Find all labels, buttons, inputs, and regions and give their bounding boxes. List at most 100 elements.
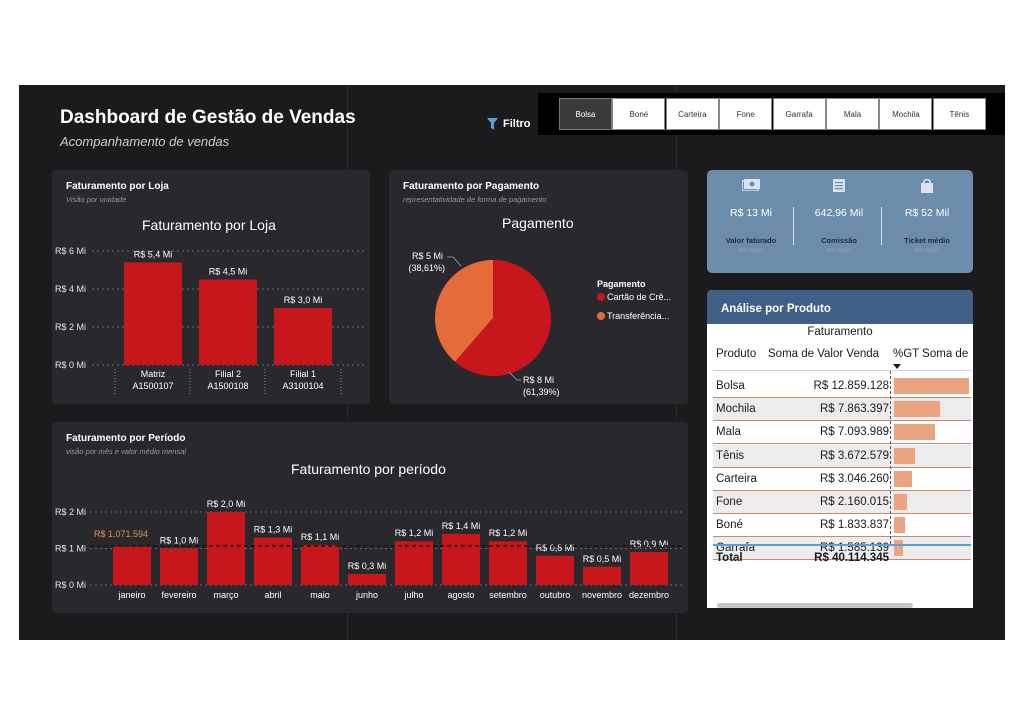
- bar[interactable]: [583, 566, 621, 585]
- bar-data-label: R$ 3,0 Mi: [284, 295, 323, 305]
- x-tick-label: outubro: [540, 590, 571, 600]
- period-bar-chart: R$ 0 Mi R$ 1 Mi R$ 2 Mi janeiro R$ 1,0 Mi fev…: [55, 499, 684, 600]
- card-faturamento-loja: Faturamento por Loja Visão por unidade F…: [52, 170, 370, 404]
- product-name: Boné: [716, 519, 743, 532]
- product-name: Fone: [716, 496, 743, 508]
- product-table: Faturamento Produto Soma de Valor Venda …: [709, 324, 971, 608]
- total-label: Total: [716, 552, 743, 564]
- table-row[interactable]: Boné R$ 1.833.837: [713, 514, 971, 538]
- document-icon: [833, 179, 845, 192]
- column-header-valor-venda[interactable]: Soma de Valor Venda: [768, 348, 880, 360]
- slicer-option[interactable]: Carteira: [665, 98, 719, 130]
- slicer-option[interactable]: Garrafa: [772, 98, 826, 130]
- bar[interactable]: [199, 279, 257, 366]
- table-row[interactable]: Mochila R$ 7.863.397: [713, 398, 971, 422]
- y-tick-label: R$ 4 Mi: [55, 284, 86, 294]
- leader-line: [447, 256, 462, 267]
- bar[interactable]: [113, 546, 151, 585]
- table-row[interactable]: Tênis R$ 3.672.579: [713, 444, 971, 468]
- slicer-option[interactable]: Tênis: [932, 98, 986, 130]
- bar-data-label: R$ 1,2 Mi: [489, 528, 528, 538]
- percent-data-bar: [894, 401, 940, 418]
- bar[interactable]: [274, 308, 332, 365]
- pie-slice[interactable]: [435, 260, 493, 362]
- pie-data-label: R$ 8 Mi: [523, 375, 554, 385]
- bar[interactable]: [254, 537, 292, 585]
- x-tick-label: novembro: [582, 590, 622, 600]
- kpi-label: Comissão: [821, 236, 857, 245]
- card-subtitle: representatividade de forma de pagamento: [403, 195, 547, 204]
- pie-slice[interactable]: [454, 260, 551, 376]
- x-tick-label: Filial 1: [290, 369, 316, 379]
- horizontal-scrollbar[interactable]: [717, 603, 913, 608]
- legend-label[interactable]: Transferência...: [607, 311, 669, 321]
- column-header-percent-gt[interactable]: %GT Soma de: [893, 348, 969, 360]
- bar[interactable]: [160, 548, 198, 586]
- bar-data-label: R$ 2,0 Mi: [207, 499, 246, 509]
- slicer-option[interactable]: Boné: [612, 98, 666, 130]
- bar-data-label: R$ 0,8 Mi: [536, 543, 575, 553]
- card-title: Faturamento por Período: [66, 433, 186, 444]
- kpi-unit: em reais: [826, 247, 852, 254]
- bar-data-label: R$ 1,3 Mi: [254, 525, 293, 535]
- kpi-divider: [881, 207, 882, 245]
- bar-data-label: R$ 0,5 Mi: [583, 554, 622, 564]
- percent-data-bar: [894, 517, 905, 534]
- card-analise-produto: Análise por Produto Faturamento Produto …: [707, 290, 973, 608]
- legend-marker[interactable]: [597, 312, 605, 320]
- slicer-option[interactable]: Mochila: [879, 98, 933, 130]
- bar[interactable]: [301, 544, 339, 585]
- card-faturamento-periodo: Faturamento por Período visão por mês e …: [52, 422, 688, 613]
- bar[interactable]: [124, 262, 182, 365]
- page-subtitle: Acompanhamento de vendas: [60, 134, 230, 149]
- legend-label[interactable]: Cartão de Crê...: [607, 292, 671, 302]
- pie-percent-label: (38,61%): [408, 263, 445, 273]
- x-tick-label: maio: [310, 590, 330, 600]
- y-tick-label: R$ 6 Mi: [55, 246, 86, 256]
- bar[interactable]: [536, 555, 574, 585]
- dashboard-canvas: Dashboard de Gestão de Vendas Acompanham…: [19, 85, 1005, 640]
- product-name: Carteira: [716, 472, 757, 485]
- card-subtitle: Visão por unidade: [66, 195, 127, 204]
- card-title: Análise por Produto: [721, 303, 831, 315]
- bar[interactable]: [207, 512, 245, 585]
- y-tick-label: R$ 1 Mi: [55, 544, 86, 554]
- product-name: Mala: [716, 426, 741, 439]
- table-row[interactable]: Bolsa R$ 12.859.128: [713, 375, 971, 398]
- product-value: R$ 2.160.015: [819, 496, 889, 508]
- y-tick-label: R$ 2 Mi: [55, 322, 86, 332]
- slicer-option[interactable]: Fone: [719, 98, 773, 130]
- x-tick-label: abril: [264, 590, 281, 600]
- bar[interactable]: [348, 574, 386, 585]
- kpi-label: Ticket médio: [904, 236, 950, 245]
- store-bar-chart: R$ 0 Mi R$ 2 Mi R$ 4 Mi R$ 6 Mi R$ 5,4 Mi Mat…: [55, 246, 364, 395]
- table-row[interactable]: Carteira R$ 3.046.260: [713, 468, 971, 491]
- kpi-comissao: 642,96 Mil Comissão em reais: [795, 170, 883, 273]
- header-divider: [713, 370, 971, 371]
- legend-title: Pagamento: [597, 279, 646, 289]
- product-name: Tênis: [716, 449, 745, 462]
- money-icon: [742, 179, 760, 191]
- table-row[interactable]: Mala R$ 7.093.989: [713, 421, 971, 445]
- percent-data-bar: [894, 378, 969, 394]
- sort-descending-icon[interactable]: [893, 364, 901, 369]
- card-title: Faturamento por Loja: [66, 181, 169, 192]
- x-tick-label: Matriz: [141, 369, 166, 379]
- kpi-ticket-medio: R$ 52 Mil Ticket médio em reais: [883, 170, 971, 273]
- bar-data-label: R$ 1,4 Mi: [442, 521, 481, 531]
- bar[interactable]: [395, 541, 433, 585]
- product-value: R$ 3.046.260: [819, 472, 889, 485]
- bar-data-label: R$ 5,4 Mi: [134, 249, 173, 259]
- leader-line: [508, 371, 521, 381]
- bar[interactable]: [489, 541, 527, 585]
- legend-marker[interactable]: [597, 293, 605, 301]
- bar-data-label: R$ 0,9 Mi: [630, 539, 669, 549]
- table-row[interactable]: Fone R$ 2.160.015: [713, 491, 971, 514]
- bar[interactable]: [442, 533, 480, 585]
- kpi-card: R$ 13 Mi Valor faturado em reais 642,96 …: [707, 170, 973, 273]
- percent-data-bar: [894, 424, 936, 441]
- bar[interactable]: [630, 552, 668, 585]
- column-header-produto[interactable]: Produto: [716, 348, 757, 360]
- slicer-option[interactable]: Mala: [826, 98, 879, 130]
- slicer-option[interactable]: Bolsa: [559, 98, 612, 130]
